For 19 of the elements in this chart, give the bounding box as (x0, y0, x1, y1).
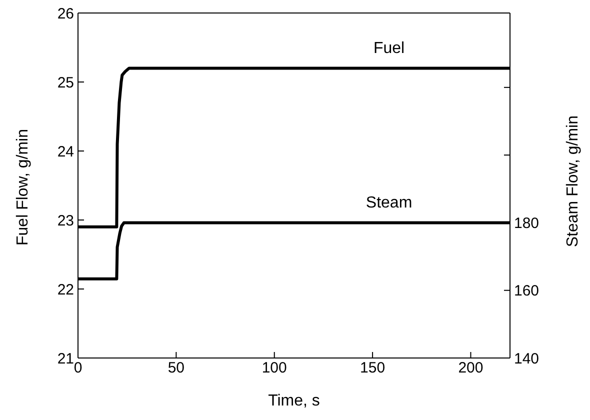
x-tick-label: 200 (458, 360, 484, 377)
x-tick-label: 0 (74, 360, 82, 377)
y2-tick-label: 160 (514, 282, 540, 300)
y-tick-label: 23 (57, 212, 74, 230)
y-tick-label: 24 (57, 143, 74, 160)
x-tick-label: 100 (262, 360, 287, 377)
series-label: Fuel (373, 40, 405, 58)
x-tick-label: 150 (360, 360, 386, 377)
x-tick-label: 50 (168, 360, 185, 377)
y-tick-label: 26 (57, 5, 74, 22)
y2-tick-label: 180 (514, 215, 540, 232)
y-axis-title: Fuel Flow, g/min (14, 129, 32, 246)
y2-tick-label: 140 (514, 350, 540, 368)
series-label: Steam (366, 194, 412, 212)
y-tick-label: 22 (57, 281, 74, 298)
y-tick-label: 21 (57, 350, 74, 368)
y2-axis-title: Steam Flow, g/min (564, 116, 582, 248)
x-axis-title: Time, s (268, 392, 320, 410)
y-tick-label: 25 (57, 74, 74, 92)
